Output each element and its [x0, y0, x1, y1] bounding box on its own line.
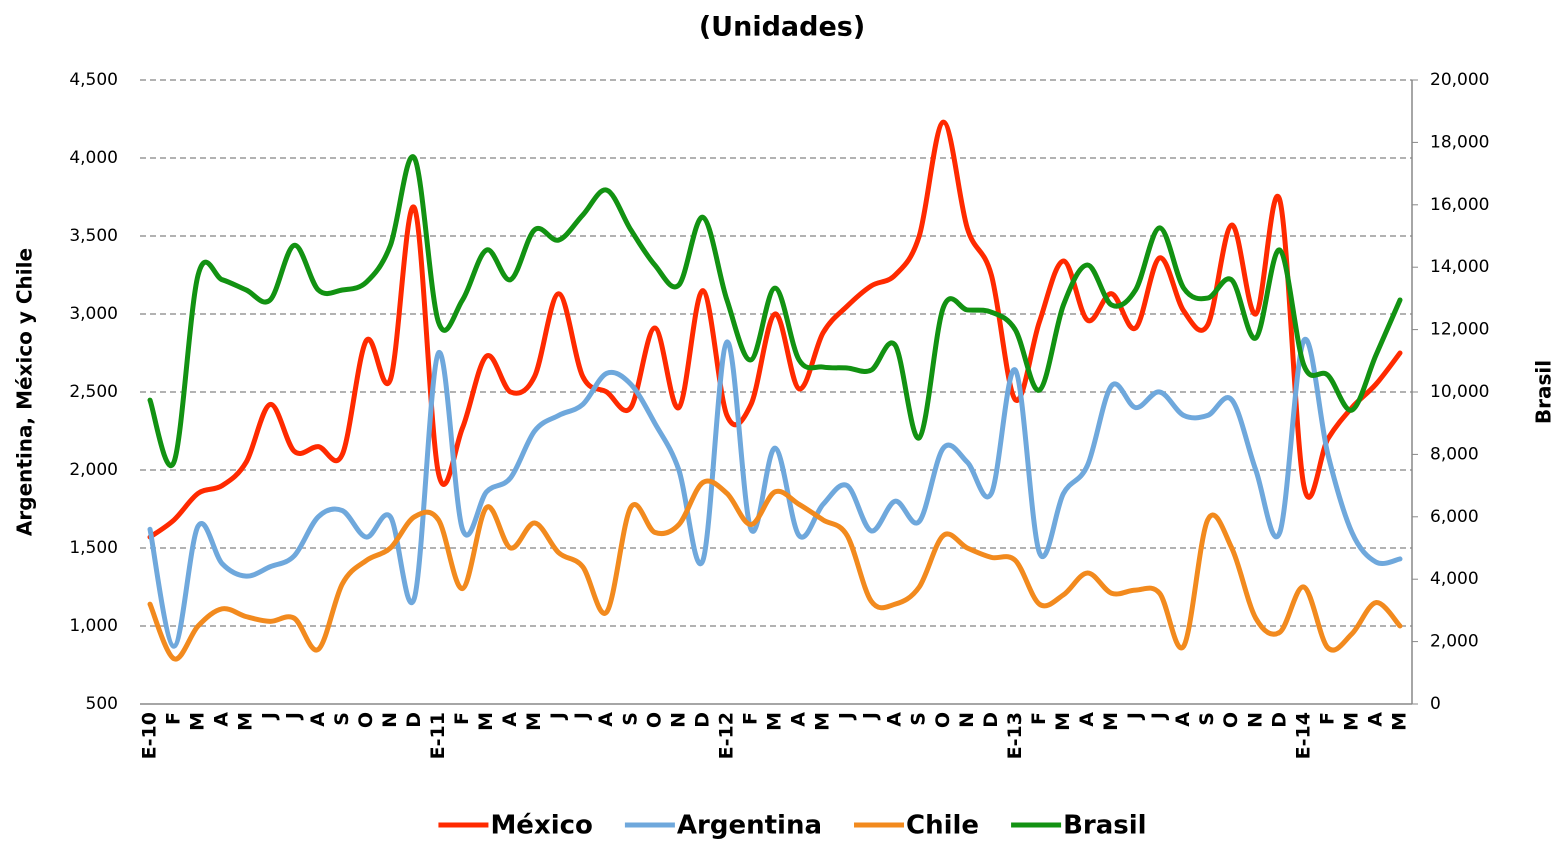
y2-tick-label: 14,000 — [1430, 257, 1489, 277]
x-tick-label: E-12 — [715, 712, 737, 759]
x-tick-label: O — [932, 712, 954, 728]
legend-label: Chile — [906, 811, 979, 841]
y2-tick-label: 2,000 — [1430, 632, 1479, 652]
x-tick-label: F — [1028, 712, 1050, 725]
x-tick-label: A — [595, 712, 617, 727]
x-tick-label: M — [1340, 712, 1362, 731]
x-tick-label: A — [788, 712, 810, 727]
x-tick-label: N — [1244, 712, 1266, 728]
x-tick-label: A — [1172, 712, 1194, 727]
y2-tick-label: 16,000 — [1430, 195, 1489, 215]
x-tick-label: J — [259, 712, 281, 721]
y2-tick-label: 20,000 — [1430, 70, 1489, 90]
x-tick-label: J — [547, 712, 569, 721]
x-tick-label: E-11 — [427, 712, 449, 759]
x-tick-label: J — [860, 712, 882, 721]
y-tick-label: 3,000 — [69, 304, 118, 324]
x-tick-label: D — [691, 712, 713, 728]
x-tick-label: M — [187, 712, 209, 731]
legend-label: Argentina — [677, 811, 822, 841]
x-tick-label: J — [1148, 712, 1170, 721]
x-tick-label: J — [836, 712, 858, 721]
y2-tick-label: 10,000 — [1430, 382, 1489, 402]
series-line — [147, 478, 1403, 662]
x-tick-label: M — [1100, 712, 1122, 731]
x-tick-label: E-10 — [139, 712, 161, 759]
y2-tick-label: 18,000 — [1430, 132, 1489, 152]
y-tick-label: 2,000 — [69, 460, 118, 480]
y-tick-label: 1,500 — [69, 538, 118, 558]
x-tick-label: O — [1220, 712, 1242, 728]
x-tick-label: M — [1052, 712, 1074, 731]
x-tick-label: M — [812, 712, 834, 731]
x-tick-label: F — [163, 712, 185, 725]
x-tick-label: J — [1124, 712, 1146, 721]
y-axis-label: Argentina, México y Chile — [13, 248, 37, 536]
x-tick-label: J — [571, 712, 593, 721]
x-tick-label: S — [619, 712, 641, 726]
x-tick-label: M — [764, 712, 786, 731]
x-tick-label: D — [980, 712, 1002, 728]
x-tick-label: J — [283, 712, 305, 721]
x-tick-label: F — [1316, 712, 1338, 725]
x-tick-label: A — [1364, 712, 1386, 727]
x-tick-label: D — [403, 712, 425, 728]
x-tick-label: D — [1268, 712, 1290, 728]
x-tick-label: S — [1196, 712, 1218, 726]
x-tick-label: N — [956, 712, 978, 728]
x-tick-label: A — [211, 712, 233, 727]
x-tick-label: A — [1076, 712, 1098, 727]
y2-tick-label: 4,000 — [1430, 569, 1479, 589]
y-tick-label: 2,500 — [69, 382, 118, 402]
y-tick-label: 3,500 — [69, 226, 118, 246]
series-line — [147, 119, 1403, 540]
x-tick-label: O — [355, 712, 377, 728]
x-tick-label: A — [884, 712, 906, 727]
x-tick-label: A — [499, 712, 521, 727]
x-tick-label: E-13 — [1004, 712, 1026, 759]
x-tick-label: M — [235, 712, 257, 731]
y2-tick-label: 12,000 — [1430, 320, 1489, 340]
x-tick-label: S — [331, 712, 353, 726]
chart-title: (Unidades) — [699, 12, 865, 43]
x-tick-label: M — [523, 712, 545, 731]
x-tick-label: M — [1389, 712, 1411, 731]
y2-axis-label: Brasil — [1532, 360, 1556, 424]
x-tick-label: F — [451, 712, 473, 725]
y-tick-label: 1,000 — [69, 616, 118, 636]
x-tick-label: N — [379, 712, 401, 728]
y2-tick-label: 8,000 — [1430, 444, 1479, 464]
y2-tick-label: 0 — [1430, 694, 1441, 714]
y-tick-label: 4,500 — [69, 70, 118, 90]
series-line — [147, 336, 1403, 649]
x-tick-label: M — [475, 712, 497, 731]
series-line — [147, 154, 1403, 468]
x-tick-label: S — [908, 712, 930, 726]
y-tick-label: 500 — [86, 694, 118, 714]
x-tick-label: E-14 — [1292, 712, 1314, 759]
legend-label: Brasil — [1063, 811, 1146, 841]
x-tick-label: A — [307, 712, 329, 727]
y-tick-label: 4,000 — [69, 148, 118, 168]
legend-label: México — [490, 811, 592, 841]
x-tick-label: N — [667, 712, 689, 728]
x-tick-label: F — [739, 712, 761, 725]
x-tick-label: O — [643, 712, 665, 728]
y2-tick-label: 6,000 — [1430, 507, 1479, 527]
